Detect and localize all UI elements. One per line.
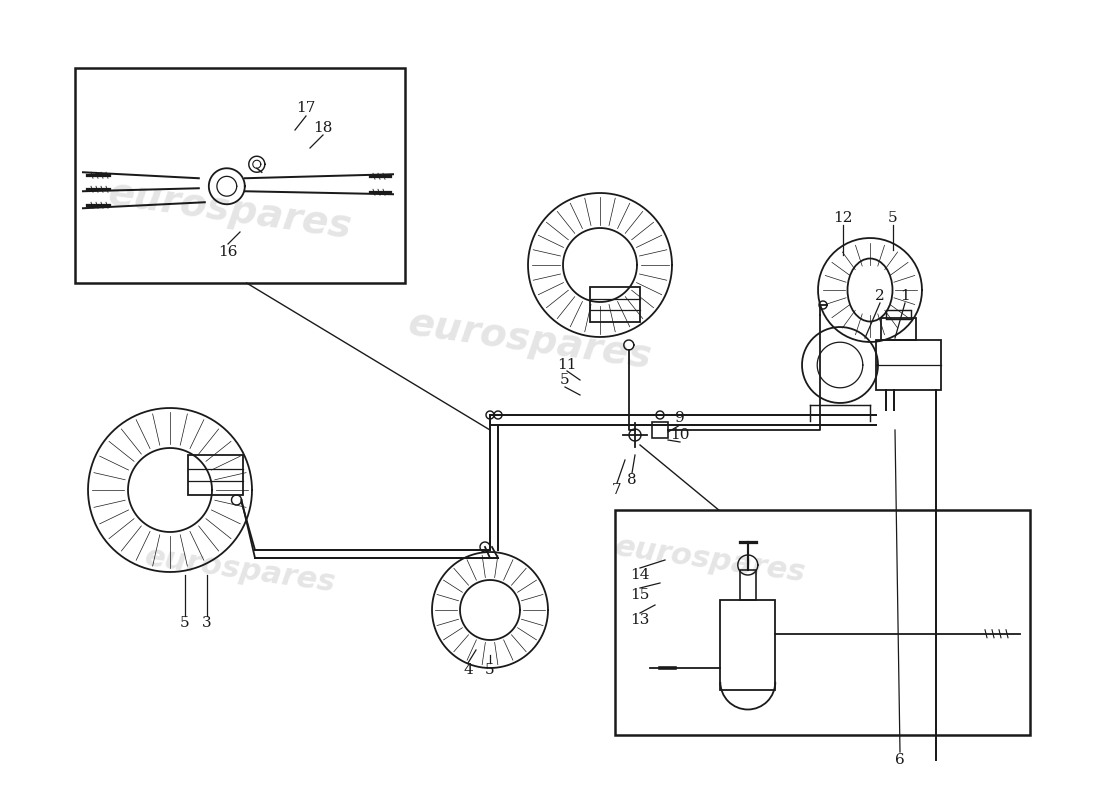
Text: eurospares: eurospares bbox=[613, 532, 807, 588]
Bar bbox=[720, 600, 775, 690]
Text: 13: 13 bbox=[630, 613, 650, 627]
Text: 10: 10 bbox=[670, 428, 690, 442]
Bar bbox=[652, 422, 668, 438]
Text: 11: 11 bbox=[558, 358, 576, 372]
Text: 1: 1 bbox=[900, 289, 910, 303]
Text: eurospares: eurospares bbox=[143, 542, 338, 598]
Text: eurospares: eurospares bbox=[106, 174, 354, 246]
Text: 7: 7 bbox=[613, 483, 621, 497]
Text: 12: 12 bbox=[834, 211, 852, 225]
Bar bbox=[590, 287, 640, 322]
Text: 6: 6 bbox=[895, 753, 905, 767]
Text: 3: 3 bbox=[202, 616, 212, 630]
Text: 18: 18 bbox=[314, 121, 332, 135]
Text: 5: 5 bbox=[180, 616, 190, 630]
Text: 4: 4 bbox=[463, 663, 473, 677]
Text: 5: 5 bbox=[485, 663, 495, 677]
Bar bbox=[75, 68, 405, 283]
Bar bbox=[876, 340, 940, 390]
Text: 2: 2 bbox=[876, 289, 884, 303]
Text: 8: 8 bbox=[627, 473, 637, 487]
Bar bbox=[886, 310, 911, 319]
Text: eurospares: eurospares bbox=[406, 304, 654, 376]
Text: 16: 16 bbox=[218, 245, 238, 259]
Text: 17: 17 bbox=[296, 101, 316, 115]
Text: 5: 5 bbox=[560, 373, 570, 387]
Text: 9: 9 bbox=[675, 411, 685, 425]
Text: 14: 14 bbox=[630, 568, 650, 582]
Bar bbox=[740, 570, 756, 600]
Text: 15: 15 bbox=[630, 588, 650, 602]
Bar bbox=[188, 455, 243, 495]
Bar bbox=[881, 318, 916, 340]
Text: 5: 5 bbox=[888, 211, 898, 225]
Bar bbox=[615, 510, 1030, 735]
